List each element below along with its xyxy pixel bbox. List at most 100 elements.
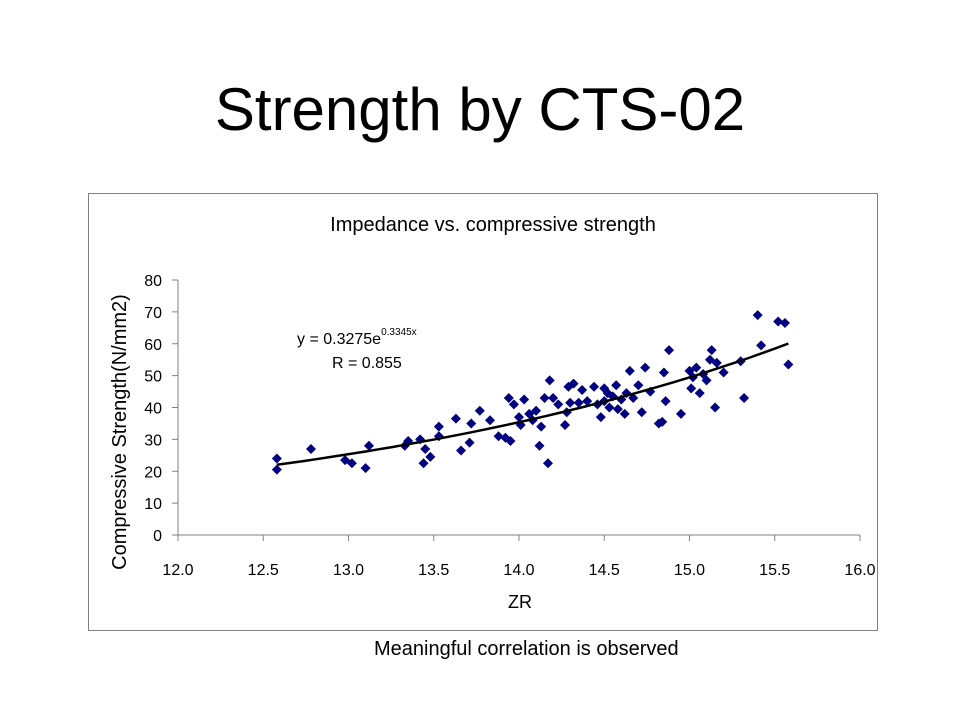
data-point — [619, 408, 630, 419]
data-point — [773, 316, 784, 327]
y-tick-label: 60 — [144, 337, 162, 354]
data-point — [624, 365, 635, 376]
correlation-label: R = 0.855 — [332, 355, 402, 372]
data-point — [493, 431, 504, 442]
data-point — [433, 421, 444, 432]
data-point — [589, 381, 600, 392]
data-point — [560, 420, 571, 431]
data-point — [514, 412, 524, 423]
x-axis: 12.0 12.5 13.0 13.5 14.0 14.5 15.0 15.5 16.0 — [162, 534, 876, 579]
y-tick-label: 40 — [144, 401, 162, 418]
data-point — [704, 354, 715, 365]
x-tick-label: 14.0 — [503, 562, 534, 579]
data-point — [360, 463, 371, 474]
x-tick-label: 15.5 — [759, 562, 790, 579]
data-point — [505, 435, 516, 446]
data-point — [539, 392, 550, 403]
data-point — [363, 440, 374, 451]
data-point — [305, 443, 316, 454]
data-point — [542, 458, 553, 469]
x-tick-label: 12.0 — [162, 562, 193, 579]
trendline — [276, 342, 789, 467]
data-point — [474, 405, 485, 416]
data-point — [420, 443, 431, 454]
y-axis-title: Compressive Strength(N/mm2) — [109, 294, 131, 570]
data-point — [582, 396, 593, 407]
data-point — [595, 412, 606, 423]
data-point — [577, 384, 588, 395]
data-point — [519, 394, 530, 405]
chart-title: Impedance vs. compressive strength — [330, 214, 656, 236]
y-tick-label: 50 — [144, 369, 162, 386]
y-tick-label: 20 — [144, 464, 162, 481]
trendline-group — [276, 342, 789, 467]
data-point — [485, 415, 496, 426]
data-point — [783, 359, 794, 370]
data-point — [573, 397, 584, 408]
data-point — [636, 407, 647, 418]
data-point — [756, 340, 767, 351]
data-point — [739, 392, 750, 403]
x-tick-label: 13.5 — [418, 562, 449, 579]
data-point — [340, 455, 351, 466]
trendline-equation-exponent: 0.3345x — [381, 327, 417, 338]
data-points — [271, 310, 794, 475]
data-point — [271, 464, 282, 475]
data-point — [718, 367, 729, 378]
data-point — [456, 445, 467, 456]
data-point — [686, 383, 697, 394]
data-point — [711, 357, 722, 368]
data-point — [694, 388, 705, 399]
data-point — [779, 318, 790, 329]
data-point — [752, 310, 763, 321]
x-tick-label: 16.0 — [844, 562, 875, 579]
data-point — [612, 404, 623, 415]
data-point — [548, 392, 559, 403]
data-point — [271, 453, 282, 464]
y-tick-label: 10 — [144, 496, 162, 513]
slide-caption: Meaningful correlation is observed — [374, 638, 679, 660]
data-point — [565, 397, 576, 408]
data-point — [657, 416, 668, 427]
data-point — [466, 418, 477, 429]
data-point — [611, 380, 622, 391]
data-point — [701, 375, 712, 386]
data-point — [664, 345, 675, 356]
trendline-equation-base: y = 0.3275e — [297, 331, 382, 348]
data-point — [503, 392, 514, 403]
data-point — [553, 399, 564, 410]
data-point — [534, 440, 545, 451]
data-point — [675, 408, 686, 419]
data-point — [544, 375, 555, 386]
data-point — [604, 402, 615, 413]
data-point — [660, 396, 671, 407]
data-point — [346, 458, 357, 469]
trendline-equation: y = 0.3275e0.3345x — [297, 327, 417, 349]
data-point — [710, 402, 721, 413]
data-point — [568, 378, 579, 389]
data-point — [508, 399, 519, 410]
data-point — [531, 405, 542, 416]
y-tick-label: 30 — [144, 432, 162, 449]
y-tick-label: 70 — [144, 305, 162, 322]
data-point — [450, 413, 461, 424]
data-point — [464, 437, 475, 448]
y-tick-label: 80 — [144, 273, 162, 290]
data-point — [691, 362, 702, 373]
x-tick-label: 12.5 — [248, 562, 279, 579]
data-point — [425, 451, 436, 462]
x-tick-label: 15.0 — [674, 562, 705, 579]
data-point — [536, 421, 547, 432]
x-tick-label: 14.5 — [589, 562, 620, 579]
y-tick-label: 0 — [153, 528, 162, 545]
data-point — [706, 345, 717, 356]
data-point — [633, 380, 644, 391]
x-tick-label: 13.0 — [333, 562, 364, 579]
data-point — [658, 367, 669, 378]
x-axis-title: ZR — [508, 592, 532, 612]
data-point — [418, 458, 429, 469]
data-point — [640, 362, 651, 373]
y-axis: 0 10 20 30 40 50 60 70 80 — [144, 273, 179, 545]
slide-title: Strength by CTS-02 — [214, 76, 746, 143]
